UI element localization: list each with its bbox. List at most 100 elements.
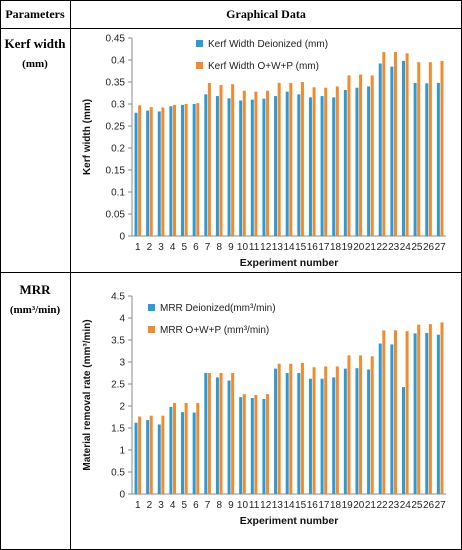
bar-2 (312, 367, 316, 494)
x-tick-label: 13 (272, 242, 284, 253)
y-tick-label: 4 (119, 314, 125, 325)
x-tick-label: 24 (400, 500, 412, 511)
bar-1 (146, 420, 150, 494)
bar-2 (324, 366, 328, 494)
table-rule-header (0, 28, 462, 29)
bar-2 (347, 355, 351, 494)
legend-label: MRR O+W+P (mm³/min) (160, 325, 269, 336)
x-tick-label: 24 (400, 242, 412, 253)
bar-2 (300, 82, 304, 236)
bar-1 (285, 373, 289, 494)
x-tick-label: 22 (376, 242, 388, 253)
table-border-left (0, 0, 1, 550)
bar-1 (390, 66, 394, 236)
bar-1 (378, 343, 382, 494)
bar-2 (347, 75, 351, 237)
bar-1 (425, 332, 429, 494)
bar-1 (355, 87, 359, 236)
x-tick-label: 22 (376, 500, 388, 511)
y-tick-label: 0 (119, 490, 125, 501)
y-tick-label: 3.5 (111, 336, 125, 347)
x-tick-label: 2 (147, 242, 153, 253)
bar-1 (181, 412, 185, 494)
x-axis-title: Experiment number (240, 515, 339, 527)
x-tick-label: 6 (193, 500, 199, 511)
x-tick-label: 11 (249, 242, 260, 253)
bar-1 (390, 344, 394, 494)
legend-swatch (196, 62, 203, 69)
x-tick-label: 3 (158, 500, 164, 511)
bar-1 (239, 397, 243, 494)
bar-2 (289, 82, 293, 236)
y-tick-label: 0.4 (111, 56, 125, 67)
x-tick-label: 16 (307, 500, 319, 511)
x-tick-label: 4 (170, 500, 176, 511)
bar-1 (308, 97, 312, 237)
x-tick-label: 3 (158, 242, 164, 253)
bar-1 (169, 106, 173, 236)
x-tick-label: 9 (228, 242, 234, 253)
legend-label: MRR Deionized(mm³/min) (160, 303, 276, 314)
bar-2 (266, 394, 270, 494)
x-tick-label: 15 (295, 500, 307, 511)
header-parameters: Parameters (5, 7, 65, 21)
bar-2 (254, 395, 258, 494)
x-tick-label: 18 (330, 242, 342, 253)
y-tick-label: 0.05 (106, 210, 126, 221)
bar-1 (425, 83, 429, 236)
bar-2 (231, 373, 235, 494)
bar-1 (378, 63, 382, 236)
legend-label: Kerf Width O+W+P (mm) (208, 61, 319, 72)
y-tick-label: 0.5 (111, 468, 125, 479)
bar-1 (134, 422, 138, 494)
bar-1 (146, 110, 150, 236)
x-tick-label: 7 (205, 242, 211, 253)
x-tick-label: 5 (182, 500, 188, 511)
kerf-width-chart: 00.050.10.150.20.250.30.350.40.451 2 3 4 5 6 7… (82, 34, 446, 269)
x-tick-label: 12 (260, 500, 272, 511)
x-tick-label: 25 (411, 242, 423, 253)
x-tick-label: 14 (283, 500, 295, 511)
bar-2 (300, 362, 304, 494)
y-tick-label: 0.1 (111, 188, 125, 199)
bar-1 (157, 424, 161, 494)
x-tick-label: 26 (423, 500, 435, 511)
bar-2 (231, 84, 235, 236)
bar-2 (219, 373, 223, 494)
bar-1 (401, 60, 405, 236)
bar-2 (382, 330, 386, 494)
bar-2 (138, 105, 142, 236)
bar-1 (308, 378, 312, 494)
bar-1 (413, 82, 417, 236)
bar-2 (382, 52, 386, 236)
bar-2 (335, 86, 339, 237)
y-tick-label: 0.2 (111, 144, 125, 155)
bar-1 (215, 377, 219, 494)
bar-2 (417, 324, 421, 494)
x-tick-label: 27 (435, 500, 447, 511)
bar-2 (393, 52, 397, 236)
bar-2 (405, 53, 409, 237)
legend-swatch (148, 304, 155, 311)
bar-2 (428, 62, 432, 237)
bar-2 (242, 394, 246, 494)
bar-2 (370, 75, 374, 237)
bar-1 (227, 380, 231, 494)
x-tick-label: 1 (135, 242, 141, 253)
table-column-divider (70, 0, 71, 550)
bar-2 (324, 87, 328, 236)
x-tick-label: 15 (295, 242, 307, 253)
bar-1 (239, 100, 243, 236)
x-axis-title: Experiment number (240, 257, 339, 268)
bar-2 (266, 90, 270, 236)
bar-2 (440, 60, 444, 236)
bar-1 (157, 111, 161, 236)
x-tick-label: 17 (318, 500, 330, 511)
bar-2 (277, 363, 281, 494)
bar-1 (250, 398, 254, 494)
bar-1 (204, 94, 208, 236)
x-tick-label: 21 (365, 500, 377, 511)
bar-2 (207, 373, 211, 494)
bar-2 (428, 324, 432, 494)
bar-2 (149, 107, 153, 236)
